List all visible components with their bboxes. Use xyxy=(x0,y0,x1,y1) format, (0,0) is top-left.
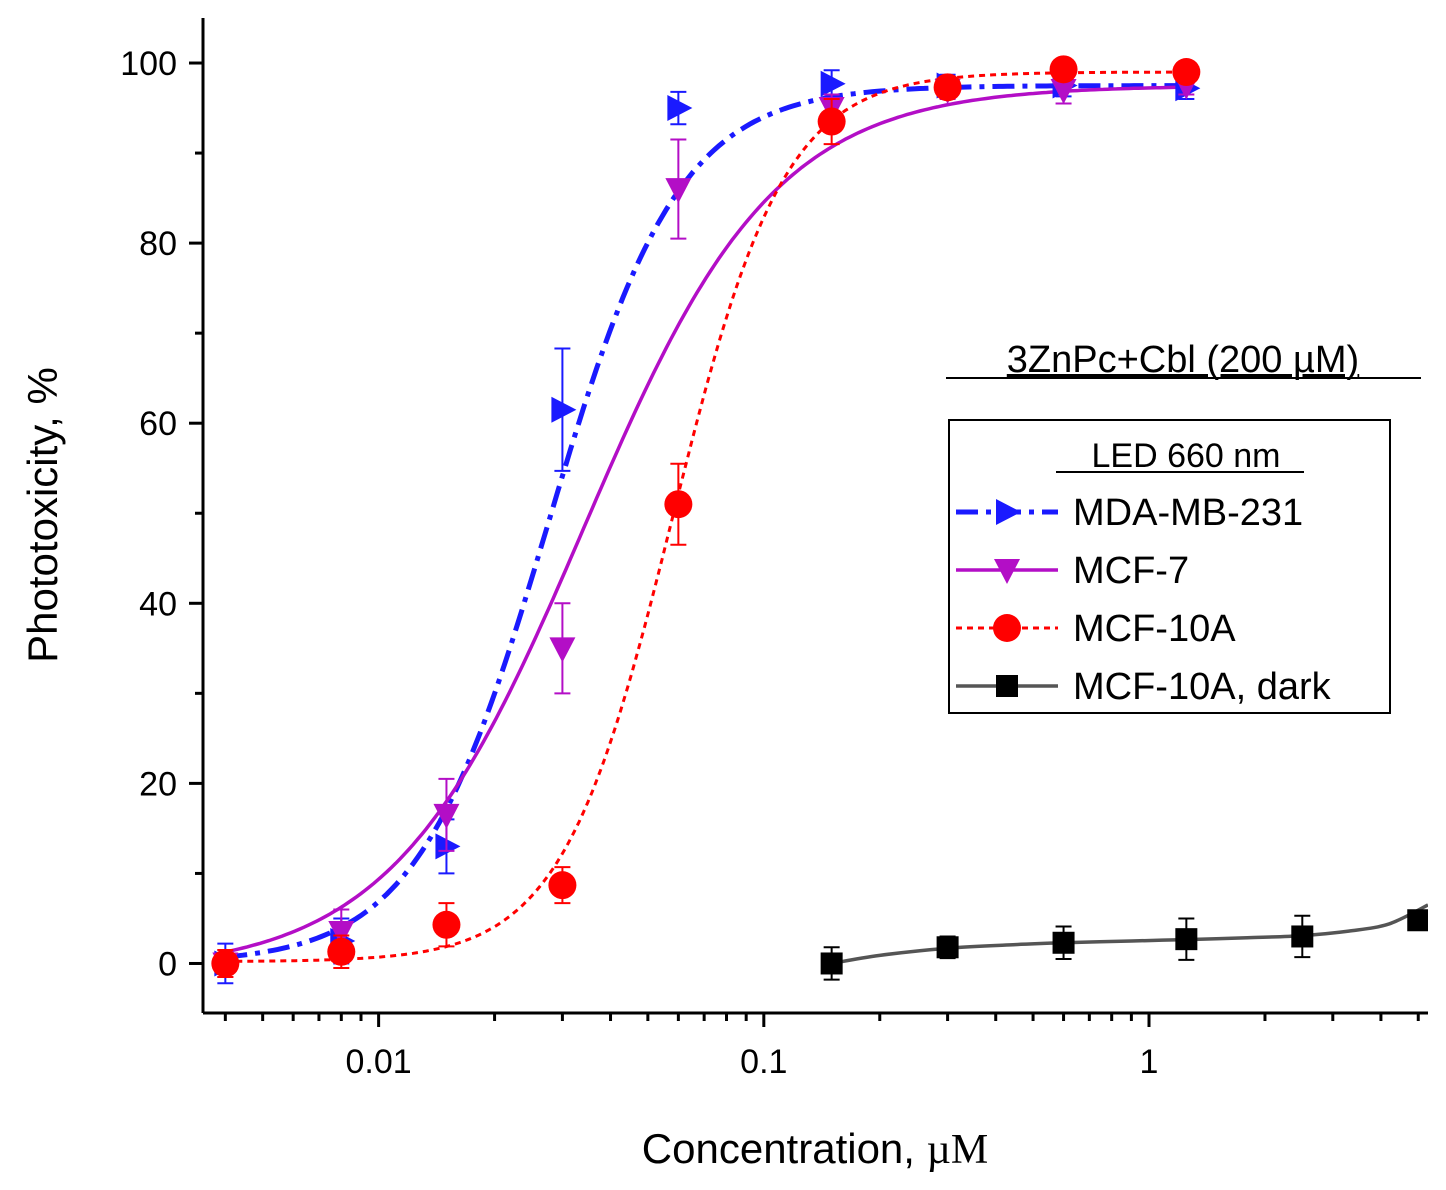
marker-triangle-down xyxy=(1050,79,1077,105)
marker-triangle-right xyxy=(667,95,693,122)
data-point-mcf-10a xyxy=(1049,55,1078,84)
y-tick-label: 100 xyxy=(120,45,177,83)
axes xyxy=(201,18,1428,1015)
fit-curve-mcf-10a-dark xyxy=(831,903,1428,966)
data-point-mcf-10a xyxy=(548,866,577,905)
marker-triangle-down xyxy=(433,803,460,829)
legend-label: MCF-10A xyxy=(1073,608,1236,650)
y-tick-label: 80 xyxy=(139,225,177,263)
y-tick-label: 40 xyxy=(139,585,177,623)
legend-label: MDA-MB-231 xyxy=(1073,492,1303,534)
data-point-mcf-10a xyxy=(1172,58,1201,87)
axis-ticks: 0 20 40 60 80 100 0.01 0.1 1 xyxy=(120,45,1420,1081)
legend-label: MCF-7 xyxy=(1073,550,1189,592)
marker-square xyxy=(1175,928,1198,951)
legend-item-mda-mb-231: MDA-MB-231 xyxy=(956,492,1303,534)
legend-marker-triangle-down xyxy=(994,559,1020,584)
chart-title: 3ZnPc+Cbl (200 µM) xyxy=(1007,339,1359,381)
marker-circle xyxy=(933,73,962,102)
x-axis-label-text: Concentration, xyxy=(642,1125,927,1172)
marker-triangle-right xyxy=(820,70,846,97)
data-point-mcf-10a-dark xyxy=(1175,917,1198,961)
marker-circle xyxy=(211,949,240,978)
marker-square xyxy=(936,936,959,959)
data-point-mcf-10a xyxy=(211,948,240,978)
marker-triangle-down xyxy=(549,637,576,663)
data-point-mcf-7 xyxy=(665,138,692,240)
data-point-mcf-10a-dark xyxy=(820,946,843,981)
marker-circle xyxy=(1049,55,1078,84)
marker-circle xyxy=(1172,58,1201,87)
marker-circle xyxy=(327,937,356,966)
marker-triangle-right xyxy=(551,396,577,423)
marker-circle xyxy=(664,490,693,519)
data-point-mcf-10a-dark xyxy=(1407,909,1428,932)
data-point-mcf-10a xyxy=(933,73,962,102)
marker-circle xyxy=(548,871,577,900)
legend-item-mcf-10a-dark: MCF-10A, dark xyxy=(956,666,1332,708)
legend-marker-triangle-right xyxy=(996,499,1021,525)
legend-marker-circle xyxy=(993,614,1021,642)
marker-square xyxy=(820,952,843,975)
x-tick-label: 0.01 xyxy=(346,1043,412,1081)
legend-box xyxy=(948,419,1391,714)
data-point-mda-mb-231 xyxy=(551,347,577,472)
fit-curve-mcf-10a xyxy=(225,70,1187,963)
marker-circle xyxy=(432,910,461,939)
x-tick-label: 1 xyxy=(1140,1043,1159,1081)
data-point-mcf-10a xyxy=(664,462,693,546)
marker-square xyxy=(1407,909,1428,932)
legend-title: LED 660 nm xyxy=(1092,437,1281,475)
data-point-mcf-10a xyxy=(432,902,461,948)
data-point-mcf-10a xyxy=(817,98,846,146)
y-axis-label: Phototoxicity, % xyxy=(19,367,66,663)
x-axis-label-unit: µM xyxy=(927,1127,989,1173)
data-point-mcf-10a-dark xyxy=(936,935,959,960)
y-tick-label: 60 xyxy=(139,405,177,443)
fit-curve-mda-mb-231 xyxy=(225,83,1187,960)
marker-triangle-down xyxy=(665,178,692,204)
marker-square xyxy=(1291,925,1314,948)
data-point-mcf-10a xyxy=(327,934,356,969)
legend-item-mcf-7: MCF-7 xyxy=(956,550,1189,592)
data-points xyxy=(211,55,1428,985)
legend-label: MCF-10A, dark xyxy=(1073,666,1332,708)
marker-triangle-right xyxy=(435,833,461,860)
data-point-mcf-7 xyxy=(433,777,460,852)
y-tick-label: 0 xyxy=(158,945,177,983)
fit-curve-mcf-7 xyxy=(224,85,1187,954)
legend-marker-square xyxy=(996,675,1018,697)
data-point-mcf-10a-dark xyxy=(1052,925,1075,960)
y-tick-label: 20 xyxy=(139,765,177,803)
x-tick-label: 0.1 xyxy=(740,1043,787,1081)
legend-item-mcf-10a: MCF-10A xyxy=(956,608,1236,650)
legend: LED 660 nm MDA-MB-231 MCF-7 MCF-10A MCF-10A… xyxy=(948,419,1391,714)
data-point-mcf-10a-dark xyxy=(1291,914,1314,959)
data-point-mcf-7 xyxy=(549,602,576,695)
x-axis-label: Concentration, µM xyxy=(642,1125,988,1173)
marker-triangle-down xyxy=(328,920,355,946)
marker-square xyxy=(1052,931,1075,954)
data-point-mda-mb-231 xyxy=(667,90,693,126)
marker-circle xyxy=(817,107,846,136)
